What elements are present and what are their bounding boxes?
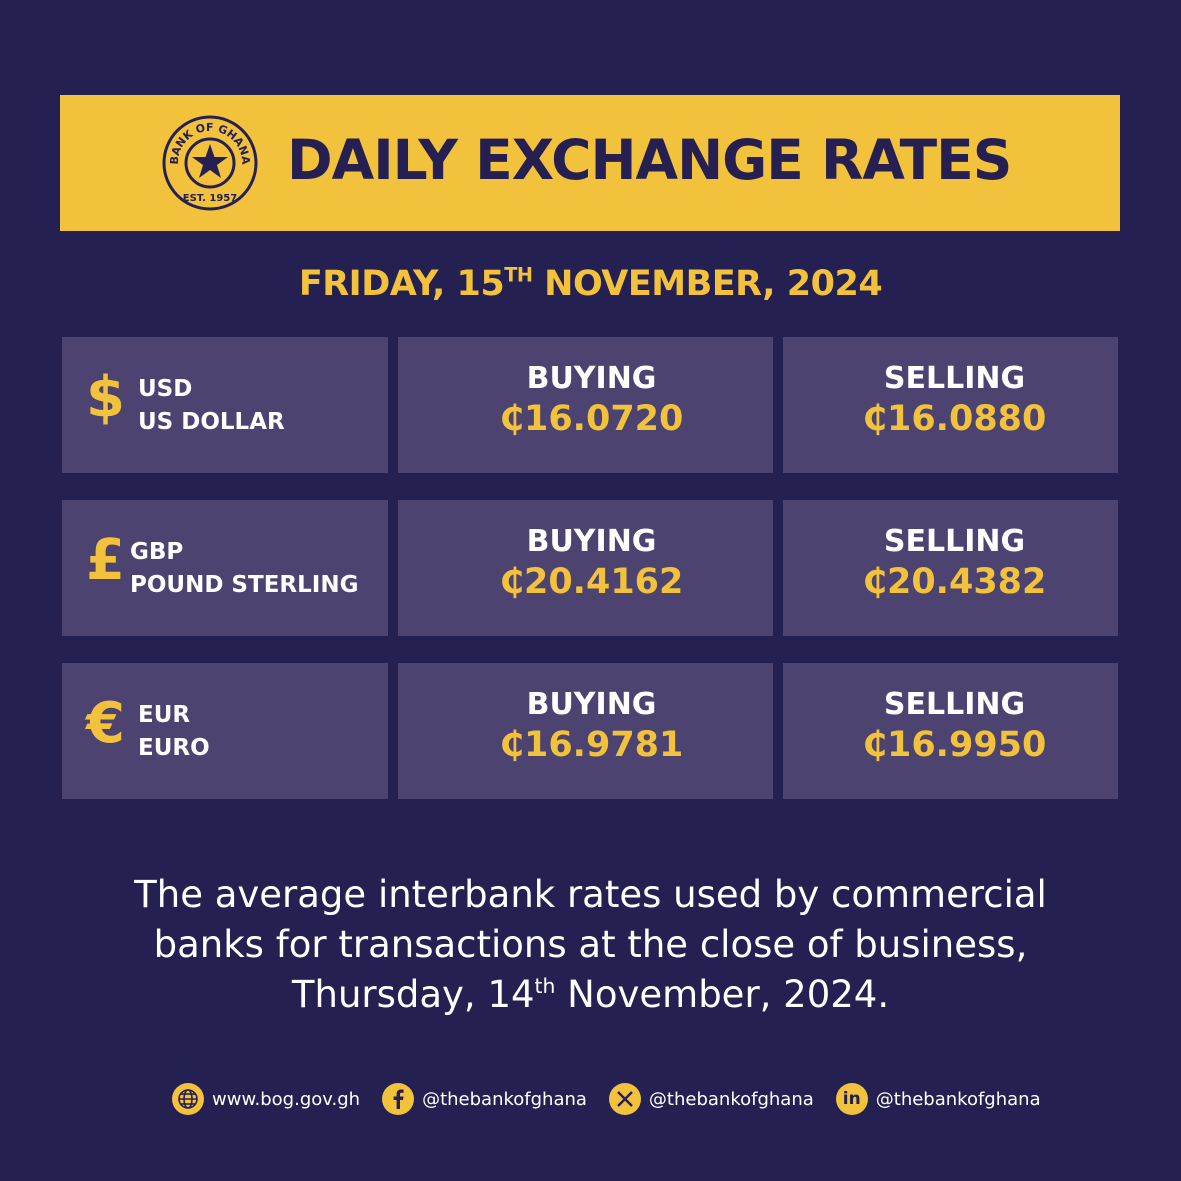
globe — [178, 1089, 198, 1109]
currency-cell: £ GBP POUND STERLING — [62, 500, 388, 636]
selling-rate: ₵16.9950 — [862, 725, 1047, 765]
buying-cell: BUYING ₵16.0720 — [398, 337, 773, 473]
buying-cell: BUYING ₵16.9781 — [398, 663, 773, 799]
currency-code: GBP — [130, 539, 184, 565]
linkedin-icon: in — [835, 1083, 868, 1115]
buying-label: BUYING — [526, 687, 657, 722]
currency-label: USD US DOLLAR — [138, 373, 285, 439]
currency-label: EUR EURO — [138, 699, 210, 765]
date: FRIDAY, 15TH NOVEMBER, 2024 — [0, 264, 1181, 304]
currency-cell: $ USD US DOLLAR — [62, 337, 388, 473]
buying-rate: ₵20.4162 — [499, 562, 684, 602]
header-banner — [60, 95, 1120, 231]
currency-code: USD — [138, 376, 193, 402]
currency-name: POUND STERLING — [130, 572, 359, 598]
website-link[interactable]: www.bog.gov.gh — [212, 1088, 361, 1110]
date-text: FRIDAY, 15 — [298, 264, 505, 304]
note: The average interbank rates used by comm… — [0, 870, 1181, 1020]
buying-cell: BUYING ₵20.4162 — [398, 500, 773, 636]
buying-rate: ₵16.9781 — [499, 725, 684, 765]
facebook-icon — [382, 1083, 415, 1115]
note-line: The average interbank rates used by comm… — [134, 873, 1047, 916]
currency-code: EUR — [138, 702, 191, 728]
currency-symbol: £ — [86, 528, 125, 593]
selling-cell: SELLING ₵20.4382 — [783, 500, 1118, 636]
logo-bottom-text: EST. 1957 — [183, 193, 237, 204]
web-icon — [172, 1083, 204, 1115]
note-line: banks for transactions at the close of b… — [153, 923, 1028, 966]
currency-label: GBP POUND STERLING — [130, 536, 358, 602]
currency-cell: € EUR EURO — [62, 663, 388, 799]
currency-symbol: $ — [86, 365, 125, 430]
linkedin-link[interactable]: @thebankofghana — [875, 1088, 1041, 1110]
title: DAILY EXCHANGE RATES — [287, 128, 1012, 192]
currency-name: US DOLLAR — [138, 409, 285, 435]
buying-rate: ₵16.0720 — [499, 399, 684, 439]
date-text: NOVEMBER, 2024 — [532, 264, 883, 304]
selling-label: SELLING — [883, 524, 1026, 559]
x-icon — [608, 1083, 641, 1115]
x-glyph — [617, 1091, 633, 1107]
buying-label: BUYING — [526, 524, 657, 559]
currency-symbol: € — [86, 691, 125, 756]
facebook-glyph — [393, 1089, 404, 1109]
footer: www.bog.gov.gh @thebankofghana @thebanko… — [172, 1082, 1041, 1116]
note-sup: th — [534, 973, 556, 998]
selling-rate: ₵20.4382 — [862, 562, 1047, 602]
date-sup: TH — [504, 263, 533, 287]
buying-label: BUYING — [526, 361, 657, 396]
note-line: November, 2024. — [555, 973, 890, 1016]
x-link[interactable]: @thebankofghana — [648, 1088, 814, 1110]
selling-rate: ₵16.0880 — [862, 399, 1047, 439]
selling-cell: SELLING ₵16.9950 — [783, 663, 1118, 799]
facebook-link[interactable]: @thebankofghana — [422, 1088, 587, 1110]
selling-cell: SELLING ₵16.0880 — [783, 337, 1118, 473]
selling-label: SELLING — [883, 361, 1026, 396]
note-line: Thursday, 14 — [291, 973, 535, 1016]
currency-name: EURO — [138, 735, 210, 761]
selling-label: SELLING — [883, 687, 1026, 722]
logo: BANK OF GHANA EST. 1957 — [162, 115, 258, 211]
